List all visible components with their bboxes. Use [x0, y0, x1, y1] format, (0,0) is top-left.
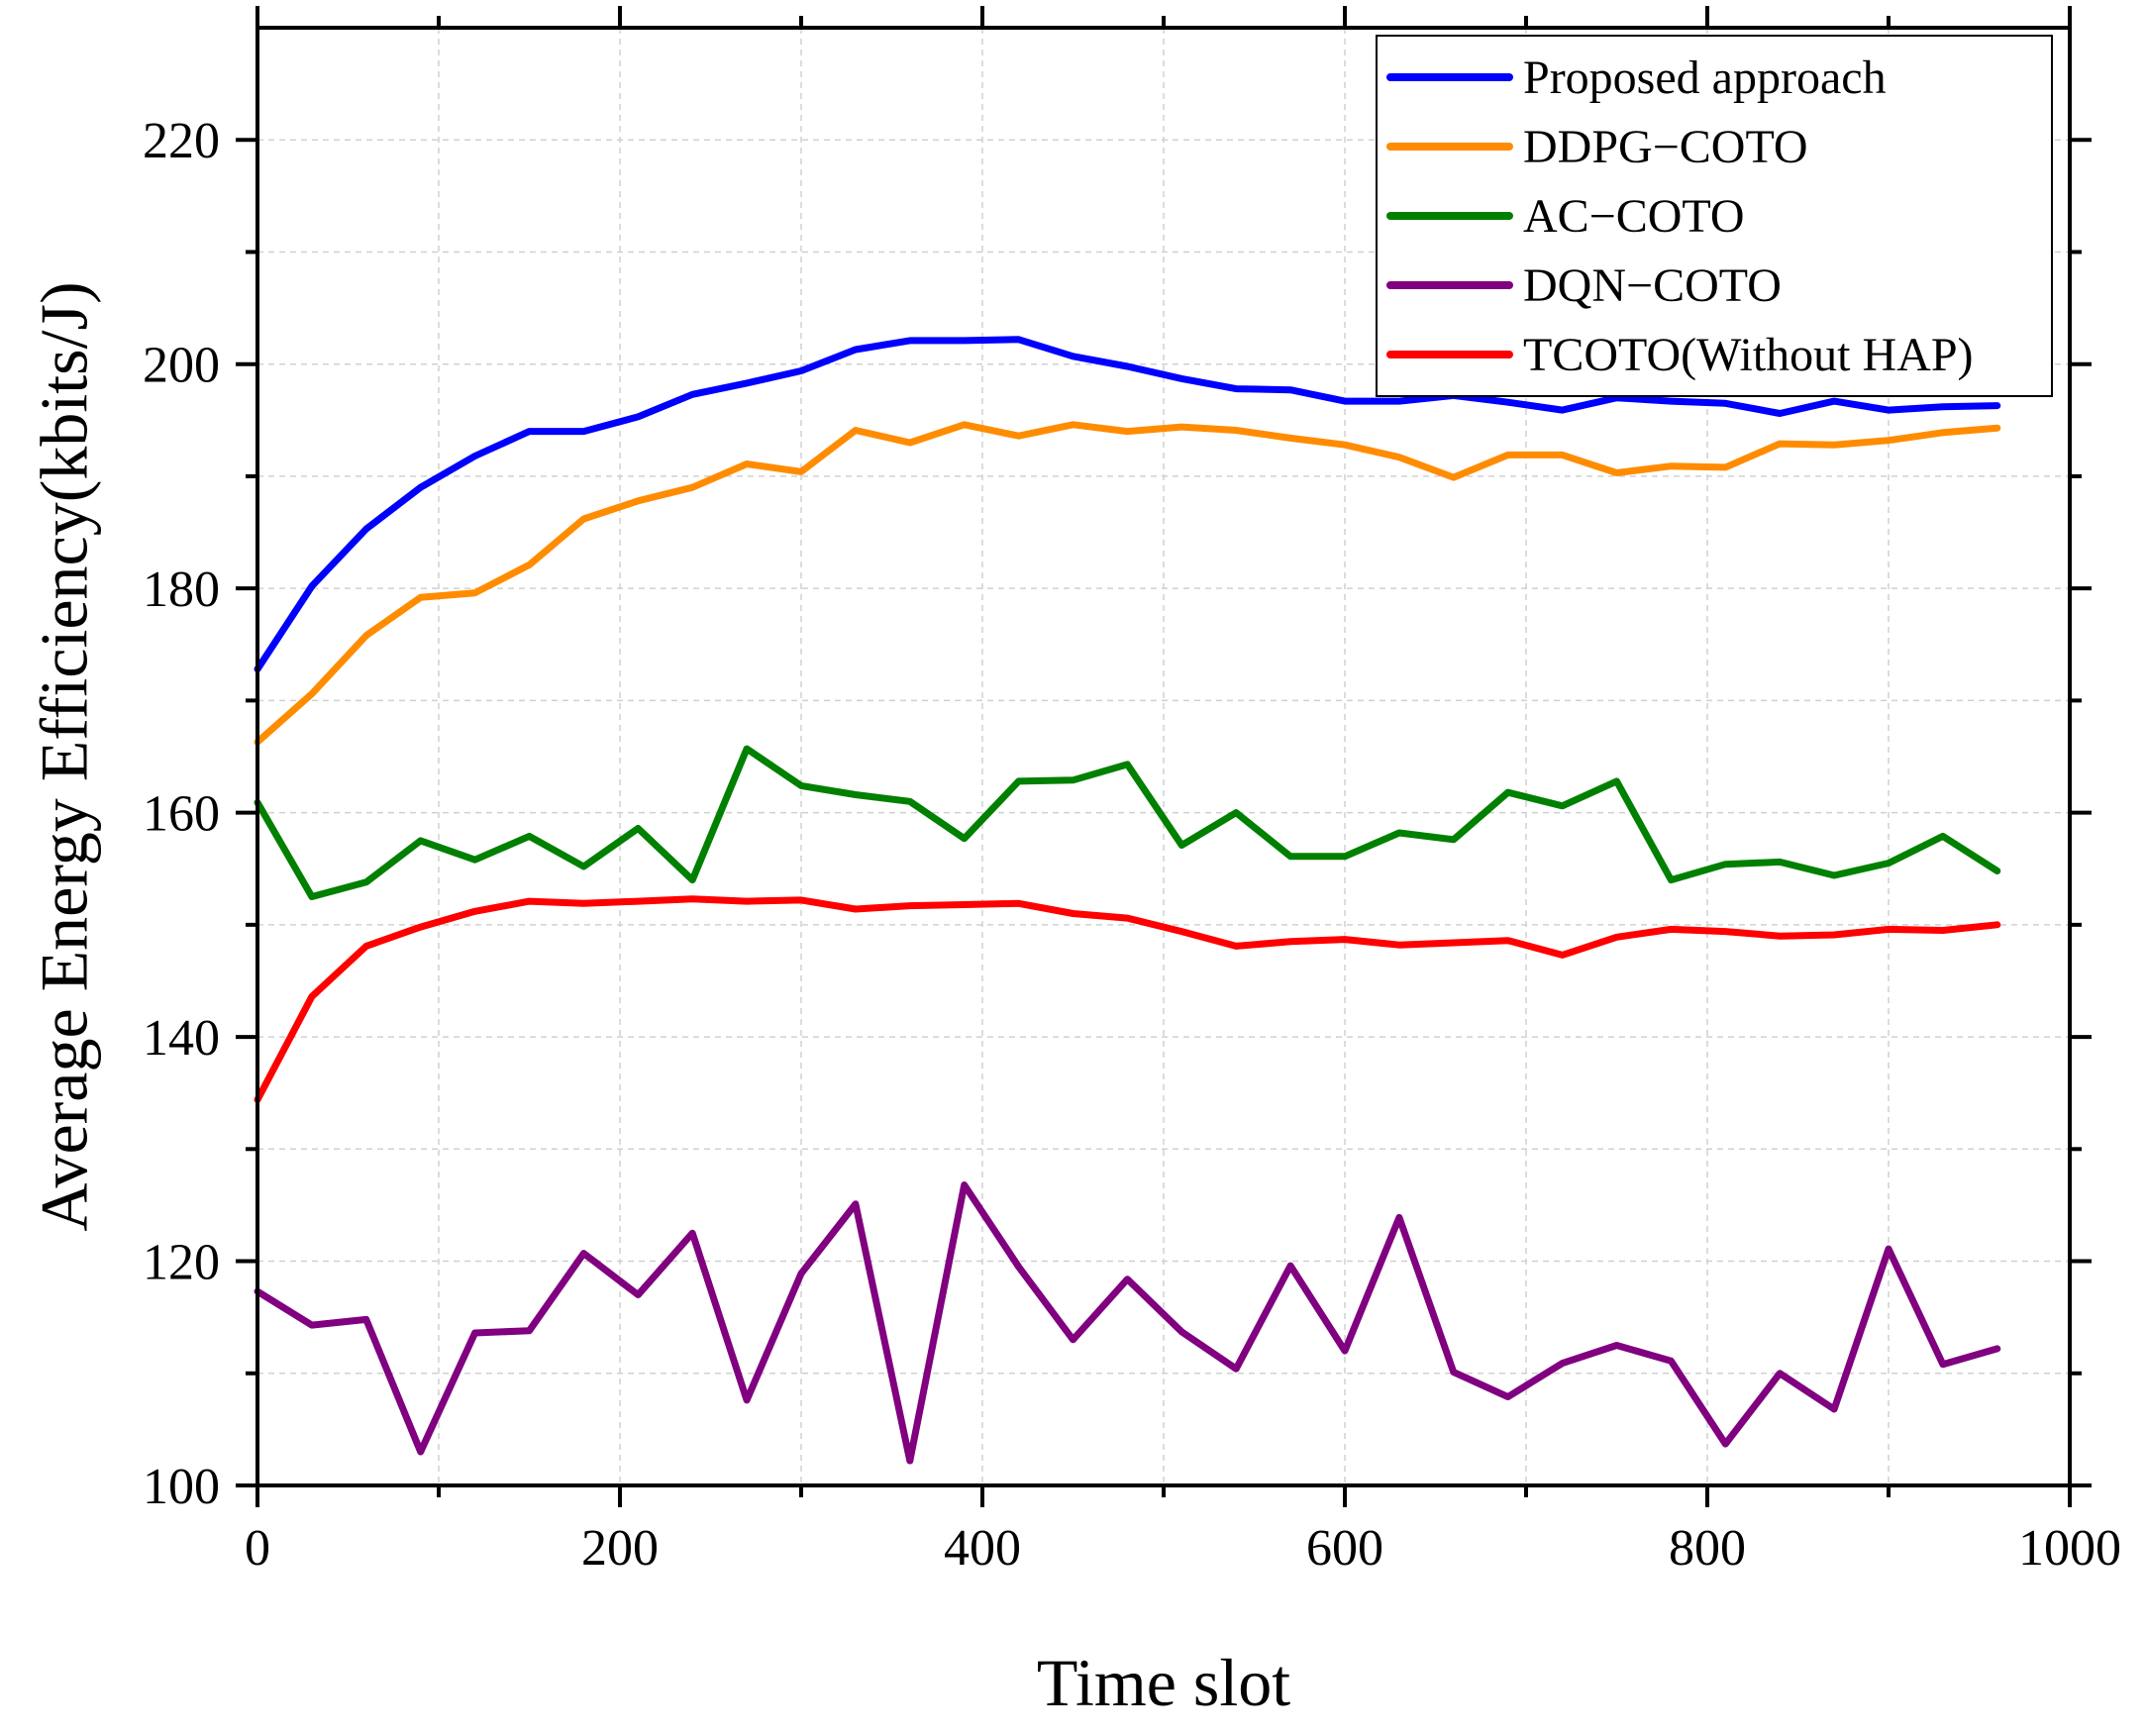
series-line-2 — [254, 745, 2001, 900]
x-tick-label: 1000 — [2018, 1520, 2121, 1577]
legend-label-0: Proposed approach — [1523, 51, 1887, 104]
series-line-3 — [254, 1181, 2001, 1465]
series-line-0 — [254, 336, 2001, 673]
legend-label-4: TCOTO(Without HAP) — [1523, 329, 1974, 381]
legend-label-1: DDPG−COTO — [1523, 121, 1808, 173]
legend-label-2: AC−COTO — [1523, 190, 1745, 243]
x-axis-title: Time slot — [1037, 1645, 1290, 1720]
legend-label-3: DQN−COTO — [1523, 259, 1782, 312]
legend-box — [1376, 35, 2053, 397]
series-lines — [254, 336, 2001, 1465]
axis-ticks — [236, 6, 2092, 1507]
x-tick-label: 200 — [581, 1520, 659, 1577]
y-tick-label: 100 — [143, 1459, 220, 1515]
series-line-4 — [254, 895, 2001, 1103]
y-tick-label: 180 — [143, 562, 220, 618]
tick-labels: 0 200 400 600 800 1000 100 120 140 160 180 200 220 — [143, 113, 2121, 1577]
legend: Proposed approach DDPG−COTO AC−COTO DQN−COT… — [1376, 35, 2053, 397]
x-tick-label: 0 — [245, 1520, 270, 1577]
y-tick-label: 200 — [143, 338, 220, 394]
x-tick-label: 800 — [1669, 1520, 1746, 1577]
y-tick-label: 140 — [143, 1010, 220, 1067]
x-tick-label: 600 — [1306, 1520, 1383, 1577]
series-line-1 — [254, 421, 2001, 746]
y-tick-label: 160 — [143, 786, 220, 843]
y-tick-label: 120 — [143, 1235, 220, 1291]
y-tick-label: 220 — [143, 113, 220, 169]
x-tick-label: 400 — [944, 1520, 1021, 1577]
y-axis-title: Average Energy Efficiency(kbits/J) — [27, 281, 102, 1231]
